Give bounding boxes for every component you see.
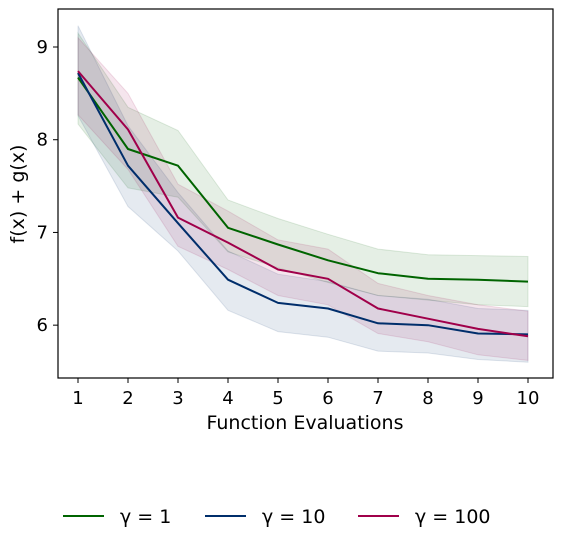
x-tick-label: 2 [122, 388, 133, 409]
y-tick-label: 8 [37, 130, 48, 151]
x-axis: 1 2 3 4 5 6 7 8 9 10 [72, 378, 539, 409]
series-lines [77, 70, 529, 338]
x-tick-label: 8 [422, 388, 433, 409]
y-tick-label: 7 [37, 222, 48, 243]
x-tick-label: 10 [517, 388, 540, 409]
y-axis-label: f(x) + g(x) [7, 145, 29, 244]
x-tick-label: 9 [472, 388, 483, 409]
x-tick-label: 5 [272, 388, 283, 409]
confidence-band-series-2 [77, 25, 529, 363]
x-tick-label: 7 [372, 388, 383, 409]
x-tick-label: 1 [72, 388, 83, 409]
legend-label-1: γ = 1 [120, 506, 171, 528]
x-tick-label: 6 [322, 388, 333, 409]
y-axis: 6 7 8 9 [37, 37, 58, 336]
legend-label-2: γ = 10 [262, 506, 325, 528]
confidence-bands [77, 25, 529, 363]
y-tick-label: 9 [37, 37, 48, 58]
legend-label-3: γ = 100 [415, 506, 491, 528]
x-axis-label: Function Evaluations [206, 412, 403, 434]
series-line-3 [77, 70, 529, 338]
y-tick-label: 6 [37, 315, 48, 336]
series-line-1 [77, 77, 529, 283]
series-line-2 [77, 72, 529, 336]
legend: γ = 1 γ = 10 γ = 100 [63, 506, 491, 528]
plot-frame [57, 8, 554, 379]
x-tick-label: 3 [172, 388, 183, 409]
x-tick-label: 4 [222, 388, 233, 409]
